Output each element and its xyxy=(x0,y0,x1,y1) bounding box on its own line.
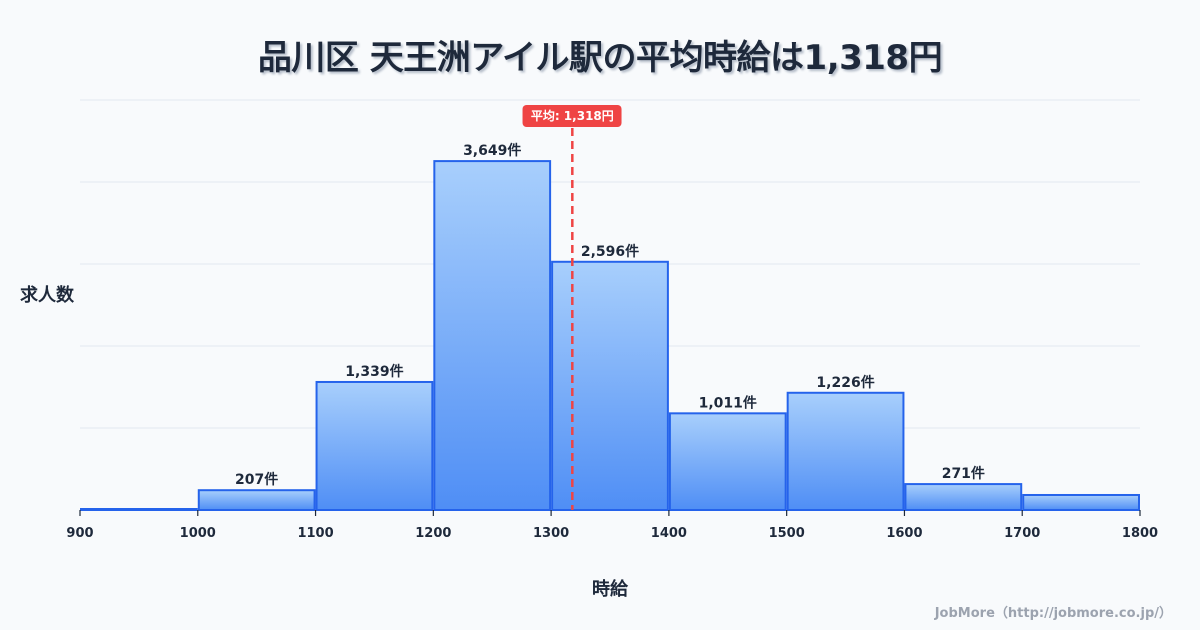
mean-badge: 平均: 1,318円 xyxy=(522,105,622,127)
histogram-bar xyxy=(668,412,787,511)
x-tick-label: 1200 xyxy=(415,526,451,541)
histogram-bar xyxy=(1022,493,1141,512)
x-tick-label: 1500 xyxy=(769,526,805,541)
x-tick-label: 1600 xyxy=(886,526,922,541)
bar-value-label: 1,226件 xyxy=(816,374,874,391)
histogram-bar xyxy=(80,508,198,511)
credit-text: JobMore（http://jobmore.co.jp/） xyxy=(934,606,1172,621)
bar-labels: 207件 1,339件 3,649件 2,596件 1,011件 1,226件 271件 xyxy=(235,142,985,488)
x-tick-label: 1800 xyxy=(1122,526,1158,541)
histogram-bar xyxy=(904,483,1023,512)
y-axis-label: 求人数 xyxy=(20,285,74,306)
bar-value-label: 207件 xyxy=(235,471,278,488)
bars xyxy=(80,160,1141,512)
x-tick-label: 1100 xyxy=(297,526,333,541)
histogram-bar xyxy=(786,391,905,511)
x-tick-label: 1400 xyxy=(651,526,687,541)
histogram-bar xyxy=(197,489,316,511)
x-tick-label: 900 xyxy=(66,526,93,541)
bar-value-label: 271件 xyxy=(942,465,985,482)
bar-value-label: 2,596件 xyxy=(581,243,639,260)
x-axis: 900 1000 1100 1200 1300 1400 1500 1600 1700 1800 xyxy=(66,510,1158,541)
bar-value-label: 1,339件 xyxy=(345,363,403,380)
histogram-bar xyxy=(433,160,552,511)
bar-value-label: 1,011件 xyxy=(699,394,757,411)
x-tick-label: 1700 xyxy=(1004,526,1040,541)
chart-title: 品川区 天王洲アイル駅の平均時給は1,318円 xyxy=(257,38,943,78)
x-tick-label: 1000 xyxy=(180,526,216,541)
bar-value-label: 3,649件 xyxy=(463,142,521,159)
x-tick-label: 1300 xyxy=(533,526,569,541)
histogram-bar xyxy=(551,260,669,511)
x-axis-label: 時給 xyxy=(592,579,628,600)
histogram-bar xyxy=(315,380,434,511)
